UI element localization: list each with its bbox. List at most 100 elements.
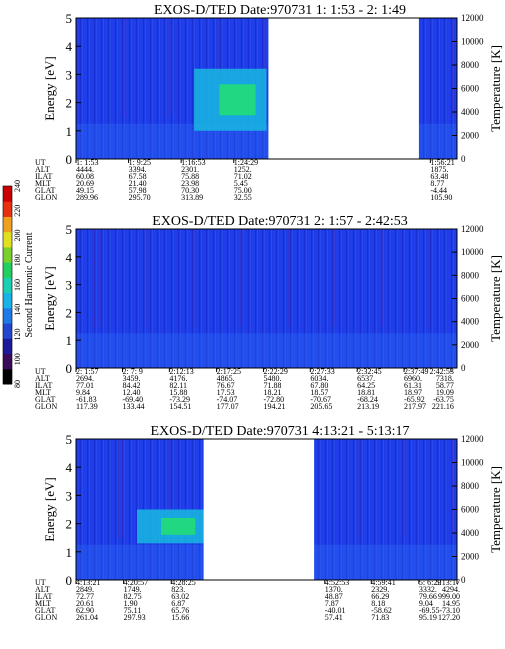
y2-axis-label: Temperature [K] [488, 255, 503, 342]
table-cell: 4:13:21 [76, 578, 100, 587]
table-cell: 133.44 [122, 402, 144, 411]
y-axis-label: Energy [eV] [42, 56, 57, 120]
table-cell: -58.62 [371, 606, 392, 615]
table-cell: 19.09 [436, 388, 454, 397]
table-row-label: ALT [35, 165, 50, 174]
table-cell: 313.89 [181, 193, 203, 202]
table-cell: -40.01 [325, 606, 346, 615]
colorbar-swatch [3, 368, 12, 385]
table-cell: 7318. [436, 374, 454, 383]
table-cell: 297.93 [124, 613, 146, 622]
table-cell: -72.80 [263, 395, 284, 404]
spectrogram-panel-3: EXOS-D/TED Date:970731 4:13:21 - 5:13:17… [35, 424, 503, 622]
table-cell: 95.19 [419, 613, 437, 622]
table-cell: -61.83 [76, 395, 97, 404]
heatmap-streak [170, 18, 172, 117]
heatmap-highlight-green [219, 84, 256, 116]
y2-tick-label: 2000 [461, 340, 480, 350]
colorbar-tick-label: 80 [13, 380, 22, 388]
colorbar-tick-label: 160 [13, 279, 22, 291]
table-cell: 77.01 [76, 381, 94, 390]
table-cell: 4:52:53 [325, 578, 349, 587]
table-cell: 4176. [169, 374, 187, 383]
y2-tick-label: 6000 [461, 294, 480, 304]
table-cell: 9.04 [419, 599, 433, 608]
heatmap-lowband [76, 333, 457, 368]
table-cell: 57.98 [129, 186, 147, 195]
colorbar-swatch [3, 277, 12, 294]
table-cell: 2:42:53 [429, 367, 453, 376]
table-row-label: GLAT [35, 395, 56, 404]
table-row-label: MLT [35, 388, 51, 397]
table-cell: -73.10 [439, 606, 460, 615]
table-cell: 71.02 [234, 172, 252, 181]
table-cell: 177.07 [217, 402, 239, 411]
table-cell: 82.11 [169, 381, 187, 390]
table-cell: 4294. [442, 585, 460, 594]
table-cell: -70.67 [310, 395, 331, 404]
y2-tick-label: 2000 [461, 131, 480, 141]
table-cell: 58.77 [436, 381, 454, 390]
table-cell: 20.61 [76, 599, 94, 608]
table-cell: -74.07 [217, 395, 238, 404]
table-cell: 72.77 [76, 592, 94, 601]
table-cell: 18.57 [310, 388, 328, 397]
table-row-label: UT [35, 367, 46, 376]
table-cell: 194.21 [263, 402, 285, 411]
y-tick-label: 1 [66, 124, 73, 139]
table-cell: 17.53 [217, 388, 235, 397]
colorbar-swatch [3, 292, 12, 309]
heatmap-streak [287, 229, 289, 327]
heatmap-streak [76, 18, 78, 117]
table-cell: 1: 1:53 [76, 158, 98, 167]
y-tick-label: 4 [66, 39, 73, 54]
heatmap-streak [217, 18, 219, 117]
table-cell: 5: 6:29 [419, 578, 441, 587]
table-cell: -68.24 [357, 395, 378, 404]
table-cell: 2:27:33 [310, 367, 334, 376]
y-tick-label: 4 [66, 250, 73, 265]
y2-tick-label: 8000 [461, 270, 480, 280]
table-cell: -65.92 [404, 395, 425, 404]
table-cell: 18.21 [263, 388, 281, 397]
table-cell: 2:22:29 [263, 367, 287, 376]
table-cell: 295.70 [129, 193, 151, 202]
table-cell: 261.04 [76, 613, 98, 622]
table-cell: 84.42 [122, 381, 140, 390]
colorbar-swatch [3, 338, 12, 355]
heatmap-streak [94, 229, 96, 327]
colorbar: 80 100 120 140 160 180 200 220 240 Second Harmoni… [2, 180, 35, 388]
colorbar-tick-label: 220 [13, 205, 22, 217]
heatmap-streak [123, 18, 125, 117]
y-tick-label: 3 [66, 278, 73, 293]
table-cell: 4:28:25 [171, 578, 195, 587]
heatmap-streak [428, 229, 430, 327]
y-tick-label: 0 [66, 573, 73, 588]
panel-title: EXOS-D/TED Date:970731 4:13:21 - 5:13:17 [151, 424, 410, 439]
heatmap-streak [404, 439, 406, 538]
colorbar-tick-label: 100 [13, 353, 22, 365]
y2-tick-label: 4000 [461, 317, 480, 327]
table-cell: 2:17:25 [217, 367, 241, 376]
table-cell: 4:20:57 [124, 578, 148, 587]
table-cell: 6.87 [171, 599, 185, 608]
table-row-label: MLT [35, 179, 51, 188]
colorbar-swatch [3, 231, 12, 248]
table-cell: 18.97 [404, 388, 422, 397]
heatmap-streak [357, 439, 359, 538]
table-cell: 2301. [181, 165, 199, 174]
spectrogram-panel-1: EXOS-D/TED Date:970731 1: 1:53 - 2: 1:49… [35, 3, 503, 202]
table-cell: 63.48 [430, 172, 448, 181]
table-cell: 127.20 [438, 613, 460, 622]
colorbar-swatch [3, 246, 12, 263]
colorbar-tick-label: 200 [13, 230, 22, 242]
y2-tick-label: 8000 [461, 60, 480, 70]
table-cell: 7.87 [325, 599, 339, 608]
table-cell: 2329. [371, 585, 389, 594]
table-cell: 6960. [404, 374, 422, 383]
y2-tick-label: 12000 [461, 13, 484, 23]
table-cell: 48.87 [325, 592, 343, 601]
